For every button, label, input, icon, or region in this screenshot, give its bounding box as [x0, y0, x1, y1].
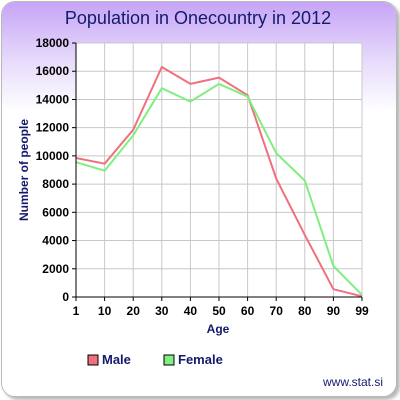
- x-tick-label: 30: [155, 304, 169, 318]
- legend-swatch-female: [163, 354, 175, 366]
- x-tick-label: 70: [270, 304, 284, 318]
- y-tick-label: 16000: [36, 64, 70, 78]
- x-tick-label: 1: [73, 304, 80, 318]
- legend-label-male: Male: [102, 352, 131, 367]
- grid-lines: [76, 42, 363, 297]
- x-tick-label: 50: [212, 304, 226, 318]
- x-tick-label: 40: [184, 304, 198, 318]
- series-line-male: [75, 66, 363, 298]
- x-tick-labels: 1 10 20 30 40 50 60 70 80 90 99: [73, 297, 369, 318]
- y-tick-label: 18000: [36, 36, 70, 50]
- legend-label-female: Female: [178, 352, 223, 367]
- x-tick-label: 90: [327, 304, 341, 318]
- y-tick-labels: 0 2000 4000 6000 8000 10000 12000 14000 16000 180…: [36, 36, 76, 304]
- series-lines: [75, 66, 363, 298]
- x-tick-label: 99: [355, 304, 369, 318]
- y-tick-label: 12000: [36, 121, 70, 135]
- y-tick-label: 4000: [42, 234, 69, 248]
- footer-credit: www.stat.si: [322, 375, 383, 389]
- legend: Male Female: [87, 352, 223, 367]
- x-tick-label: 60: [241, 304, 255, 318]
- series-line-female: [75, 82, 363, 296]
- y-tick-label: 6000: [42, 205, 69, 219]
- y-tick-label: 10000: [36, 149, 70, 163]
- y-tick-label: 14000: [36, 92, 70, 106]
- y-axis-label: Number of people: [17, 119, 31, 221]
- x-tick-label: 80: [298, 304, 312, 318]
- chart-svg: Population in Onecountry in 2012 0 2000 40…: [2, 2, 396, 396]
- legend-swatch-male: [87, 354, 99, 366]
- y-tick-label: 2000: [42, 262, 69, 276]
- y-tick-label: 0: [62, 290, 69, 304]
- chart-title: Population in Onecountry in 2012: [65, 8, 331, 28]
- x-axis-label: Age: [207, 322, 230, 336]
- y-tick-label: 8000: [42, 177, 69, 191]
- x-tick-label: 20: [127, 304, 141, 318]
- x-tick-label: 10: [98, 304, 112, 318]
